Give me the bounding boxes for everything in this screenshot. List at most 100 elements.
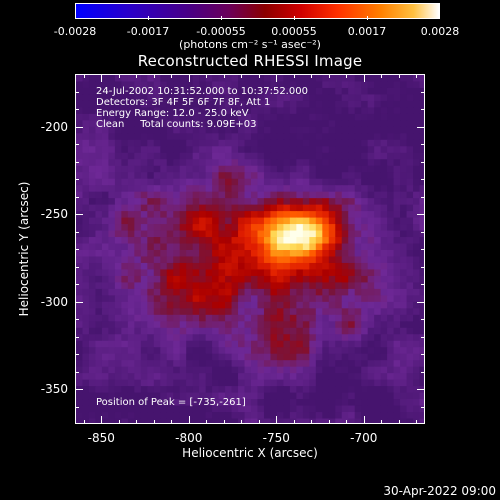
image-pixel [95,211,103,219]
image-pixel [108,256,116,264]
image-pixel [179,126,187,134]
image-pixel [76,334,84,342]
image-pixel [218,107,226,115]
image-pixel [309,379,317,387]
image-pixel [212,314,220,322]
image-pixel [147,237,155,245]
image-pixel [127,243,135,251]
image-pixel [348,120,356,128]
image-pixel [257,211,265,219]
image-pixel [257,262,265,271]
image-pixel [134,250,142,258]
image-pixel [413,301,421,309]
image-pixel [400,87,408,96]
image-pixel [127,262,135,271]
image-pixel [166,360,174,368]
image-pixel [341,237,349,245]
image-pixel [134,360,142,368]
image-pixel [95,334,103,342]
image-pixel [134,81,142,89]
image-pixel [76,172,84,180]
image-pixel [140,405,148,413]
image-pixel [76,75,84,83]
image-pixel [108,87,116,96]
image-pixel [348,340,356,348]
image-pixel [309,152,317,160]
image-pixel [205,262,213,271]
image-pixel [419,321,424,329]
image-pixel [101,250,110,258]
image-pixel [361,81,369,89]
x-axis-minor-tick [153,420,155,424]
image-pixel [302,275,310,284]
image-pixel [108,113,116,121]
image-pixel [328,327,336,335]
image-pixel [413,100,421,109]
image-pixel [212,360,220,368]
image-pixel [400,399,408,407]
image-pixel [393,301,401,309]
image-pixel [251,172,259,180]
image-pixel [419,288,424,296]
x-tick-label: -700 [350,431,378,445]
image-pixel [134,340,142,348]
image-pixel [380,295,388,303]
image-pixel [341,211,349,219]
image-pixel [393,178,401,186]
image-pixel [257,418,265,423]
image-pixel [263,353,272,361]
image-pixel [393,308,401,316]
y-axis-minor-tick [421,249,425,250]
image-pixel [186,81,194,89]
image-pixel [270,405,278,413]
image-pixel [82,379,90,387]
image-pixel [341,321,349,329]
image-pixel [367,165,375,173]
image-pixel [121,340,129,348]
image-pixel [166,295,174,303]
x-axis-minor-tick [328,420,330,424]
image-pixel [367,373,375,381]
image-pixel [186,250,194,258]
image-pixel [335,204,343,212]
image-pixel [82,237,90,245]
image-pixel [406,250,414,258]
image-pixel [251,152,259,160]
image-pixel [153,224,161,232]
image-pixel [270,288,278,296]
image-pixel [166,308,174,316]
image-pixel [127,172,135,180]
image-pixel [134,94,142,102]
image-pixel [114,347,122,355]
image-pixel [101,243,110,251]
image-pixel [205,334,213,342]
image-pixel [238,107,246,115]
image-pixel [140,139,148,147]
image-pixel [393,75,401,83]
image-pixel [302,301,310,309]
image-pixel [296,379,304,387]
image-pixel [380,347,388,355]
image-pixel [166,418,174,423]
image-pixel [341,172,349,180]
image-pixel [309,165,317,173]
image-pixel [225,146,233,154]
image-pixel [82,126,90,134]
image-pixel [335,418,343,423]
image-pixel [95,262,103,271]
image-pixel [82,211,90,219]
image-pixel [218,379,226,387]
image-pixel [257,139,265,147]
image-pixel [82,412,90,420]
image-pixel [244,126,252,134]
image-pixel [380,237,388,245]
image-pixel [225,275,233,284]
image-pixel [192,75,200,83]
image-pixel [270,159,278,167]
image-pixel [238,256,246,264]
image-pixel [153,418,161,423]
y-axis-minor-tick [75,336,79,338]
image-pixel [218,172,226,180]
image-pixel [335,165,343,173]
image-pixel [244,120,252,128]
